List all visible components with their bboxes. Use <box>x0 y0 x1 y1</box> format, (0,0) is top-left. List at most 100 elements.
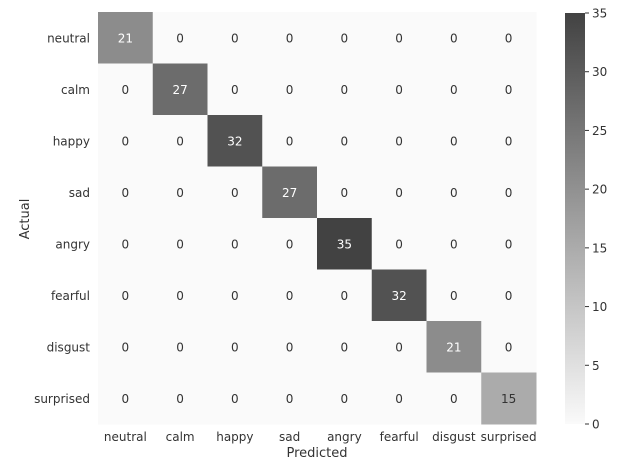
cell-value-label: 0 <box>286 83 294 97</box>
cell-value-label: 0 <box>395 340 403 354</box>
colorbar-tick-label: 25 <box>592 124 607 138</box>
cell-value-label: 0 <box>341 392 349 406</box>
heatmap-cell <box>152 63 208 116</box>
cell-value-label: 0 <box>395 392 403 406</box>
cell-value-label: 0 <box>122 83 130 97</box>
cell-value-label: 0 <box>176 31 184 45</box>
heatmap-cell <box>98 218 154 270</box>
heatmap-cell <box>481 218 537 270</box>
heatmap-cell <box>426 115 482 167</box>
heatmap-cell <box>262 269 318 322</box>
colorbar-tick-label: 20 <box>592 183 607 197</box>
cell-value-label: 0 <box>286 340 294 354</box>
heatmap-cell <box>317 115 373 167</box>
heatmap-cell <box>481 63 537 116</box>
cell-value-label: 0 <box>176 134 184 148</box>
heatmap-cell <box>262 372 318 425</box>
cell-value-label: 0 <box>341 83 349 97</box>
cell-value-label: 0 <box>122 340 130 354</box>
colorbar-ticks: 0 5 10 15 20 25 30 35 <box>585 7 607 432</box>
cell-value-label: 0 <box>341 340 349 354</box>
cell-value-label: 0 <box>341 134 349 148</box>
x-tick-label: sad <box>279 430 300 444</box>
heatmap-cell <box>152 321 208 373</box>
cell-value-label: 0 <box>450 83 458 97</box>
heatmap-cell <box>317 12 373 64</box>
cell-value-label: 0 <box>341 186 349 200</box>
heatmap-cell <box>426 63 482 116</box>
cell-value-label: 0 <box>286 134 294 148</box>
cell-value-label: 0 <box>231 392 239 406</box>
heatmap-cell <box>371 166 427 219</box>
cell-value-label: 27 <box>282 186 297 200</box>
heatmap-cell <box>207 269 263 322</box>
cell-value-label: 0 <box>395 237 403 251</box>
cell-value-label: 0 <box>286 31 294 45</box>
heatmap-cell <box>371 218 427 270</box>
heatmap-cell <box>317 372 373 425</box>
heatmap-cell <box>98 372 154 425</box>
cell-value-label: 0 <box>341 31 349 45</box>
heatmap-cell <box>371 12 427 64</box>
heatmap-cell <box>317 218 373 270</box>
y-tick-label: fearful <box>51 289 90 303</box>
y-tick-label: happy <box>53 134 90 148</box>
heatmap-cell <box>426 166 482 219</box>
heatmap-cells <box>98 12 537 425</box>
heatmap-cell <box>152 372 208 425</box>
y-tick-label: calm <box>61 83 90 97</box>
cell-value-label: 0 <box>395 186 403 200</box>
heatmap-cell <box>317 269 373 322</box>
cell-value-label: 35 <box>337 237 352 251</box>
cell-value-label: 0 <box>286 392 294 406</box>
heatmap-cell <box>481 12 537 64</box>
heatmap-cell <box>481 269 537 322</box>
cell-value-label: 0 <box>505 83 513 97</box>
heatmap-cell <box>262 166 318 219</box>
cell-value-label: 0 <box>231 83 239 97</box>
heatmap-cell <box>426 269 482 322</box>
cell-value-label: 0 <box>176 289 184 303</box>
x-tick-label: surprised <box>481 430 537 444</box>
cell-value-label: 0 <box>505 237 513 251</box>
cell-value-label: 0 <box>122 237 130 251</box>
x-tick-label: disgust <box>432 430 476 444</box>
heatmap-cell <box>426 12 482 64</box>
cell-value-label: 0 <box>231 31 239 45</box>
heatmap-cell <box>152 115 208 167</box>
cell-value-label: 0 <box>286 289 294 303</box>
x-axis-label: Predicted <box>286 446 347 461</box>
heatmap-cell <box>207 166 263 219</box>
heatmap-cell <box>207 63 263 116</box>
y-tick-labels: neutral calm happy sad angry fearful disgust su… <box>34 31 90 406</box>
cell-value-label: 0 <box>176 340 184 354</box>
heatmap-cell <box>317 63 373 116</box>
heatmap-cell <box>98 115 154 167</box>
heatmap-cell <box>317 166 373 219</box>
heatmap-cell <box>262 12 318 64</box>
heatmap-cell <box>207 321 263 373</box>
heatmap-cell <box>98 321 154 373</box>
cell-value-label: 0 <box>122 289 130 303</box>
heatmap-cell <box>426 321 482 373</box>
cell-value-label: 0 <box>450 392 458 406</box>
heatmap-cell <box>98 63 154 116</box>
x-tick-label: neutral <box>104 430 147 444</box>
cell-value-label: 0 <box>341 289 349 303</box>
heatmap-cell <box>98 166 154 219</box>
heatmap-cell <box>426 372 482 425</box>
x-tick-label: calm <box>166 430 195 444</box>
cell-value-label: 0 <box>231 289 239 303</box>
heatmap-cell <box>152 166 208 219</box>
colorbar-tick-label: 10 <box>592 300 607 314</box>
y-tick-label: sad <box>69 186 90 200</box>
heatmap-cell <box>207 12 263 64</box>
heatmap-cell <box>317 321 373 373</box>
cell-value-label: 0 <box>450 186 458 200</box>
y-tick-label: disgust <box>47 340 91 354</box>
cell-value-label: 27 <box>172 83 187 97</box>
x-tick-label: angry <box>327 430 362 444</box>
x-tick-label: fearful <box>380 430 419 444</box>
y-axis-label: Actual <box>18 199 33 240</box>
